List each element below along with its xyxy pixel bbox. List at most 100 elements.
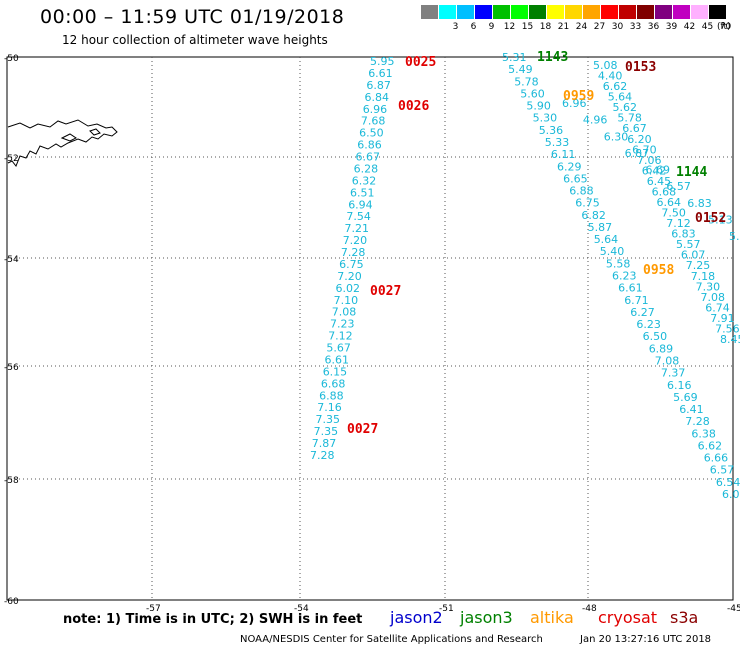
pass-time-label: 0027 — [370, 284, 401, 299]
swh-value-track-c: 6.83 — [671, 228, 696, 241]
swh-value-track-b: 5.31 — [502, 51, 527, 64]
legend-label: 18 — [539, 22, 552, 32]
swh-value-track-b: 6.82 — [581, 209, 606, 222]
swh-value-track-a: 6.51 — [350, 186, 375, 199]
legend-swatch — [529, 5, 546, 19]
map-subtitle: 12 hour collection of altimeter wave hei… — [62, 33, 328, 47]
swh-value-track-c: 6.68 — [652, 186, 677, 199]
swh-value-track-c: 7.50 — [661, 207, 686, 220]
latitude-tick-label: -58 — [4, 476, 19, 486]
legend-swatch — [709, 5, 726, 19]
legend-label: 36 — [647, 22, 660, 32]
swh-value-track-d: 6.96 — [562, 97, 587, 110]
swh-value-track-a: 6.96 — [363, 103, 388, 116]
legend-swatch — [457, 5, 474, 19]
graticule — [7, 57, 733, 600]
map-title: 00:00 – 11:59 UTC 01/19/2018 — [40, 6, 345, 28]
swh-value-track-c: 5.08 — [593, 59, 618, 72]
swh-value-track-a: 7.20 — [343, 234, 368, 247]
swh-value-track-b: 5.58 — [606, 257, 631, 270]
swh-value-track-b: 5.64 — [594, 233, 619, 246]
swh-value-track-b: 6.54 — [716, 476, 740, 489]
swh-value-track-d: 4.96 — [583, 114, 608, 127]
swh-value-track-d: 6.57 — [666, 180, 691, 193]
swh-value-track-b: 6.23 — [636, 318, 661, 331]
swh-value-track-a: 6.86 — [357, 139, 382, 152]
legend-swatch — [475, 5, 492, 19]
swh-value-track-c: 6.67 — [622, 122, 647, 135]
swh-value-track-b: 6.16 — [667, 379, 692, 392]
legend-label: 21 — [557, 22, 570, 32]
legend-swatch — [421, 5, 438, 19]
pass-time-labels: 0025 0026 0027 0027 1143 0153 0959 1144 0152 0958 — [347, 50, 726, 437]
swh-value-track-a: 7.35 — [314, 425, 339, 438]
swh-value-track-c: 5.57 — [676, 238, 701, 251]
legend-swatch — [637, 5, 654, 19]
legend-label: 42 — [683, 22, 696, 32]
swh-value-track-a: 7.10 — [334, 294, 359, 307]
swh-value-track-a: 5.95 — [370, 55, 395, 68]
swh-value-track-c: 5.62 — [613, 101, 638, 114]
pass-time-label: 0959 — [563, 89, 594, 104]
swh-value-track-b: 6.75 — [575, 197, 600, 210]
swh-value-track-b: 5.90 — [526, 100, 551, 113]
longitude-tick-label: -51 — [439, 604, 454, 614]
legend-label: 9 — [488, 22, 495, 32]
swh-value-track-c: 6.70 — [632, 143, 657, 156]
swh-value-track-d: 6.69 — [646, 164, 671, 177]
latitude-tick-label: -52 — [4, 154, 19, 164]
legend-swatch — [691, 5, 708, 19]
swh-value-track-c: 7.12 — [666, 217, 691, 230]
swh-value-track-b: 6.62 — [698, 439, 723, 452]
swh-value-track-b: 5.78 — [514, 75, 539, 88]
legend-label: 6 — [470, 22, 477, 32]
swh-value-track-c: 7.91 — [710, 312, 735, 325]
mission-label: s3a — [670, 608, 699, 627]
longitude-tick-label: -48 — [582, 604, 597, 614]
latitude-tick-label: -50 — [4, 54, 19, 64]
swh-value-track-a: 6.61 — [325, 354, 350, 367]
swh-value-track-b: 6.61 — [618, 282, 643, 295]
latitude-tick-label: -60 — [4, 597, 19, 607]
swh-tracks: 5.956.616.876.846.967.686.506.866.676.28… — [310, 51, 740, 501]
swh-value-track-b: 5.30 — [533, 112, 558, 125]
swh-value-track-d: 6.83 — [687, 197, 712, 210]
swh-value-track-a: 5.67 — [326, 342, 351, 355]
legend-swatch — [619, 5, 636, 19]
swh-value-track-a: 7.35 — [316, 413, 341, 426]
swh-value-track-d: 6.87 — [625, 147, 650, 160]
swh-value-track-a: 7.12 — [328, 330, 353, 343]
credit-line: NOAA/NESDIS Center for Satellite Applica… — [240, 634, 543, 645]
swh-value-track-c: 4.40 — [598, 70, 623, 83]
swh-value-track-b: 5.33 — [545, 136, 570, 149]
swh-value-track-b: 5.36 — [539, 124, 564, 137]
swh-value-track-d: 5.3 — [729, 230, 740, 243]
swh-value-track-a: 7.23 — [330, 318, 355, 331]
pass-time-label: 0958 — [643, 263, 674, 278]
swh-value-track-b: 6.29 — [557, 160, 582, 173]
legend-swatch — [565, 5, 582, 19]
swh-value-track-b: 7.08 — [655, 355, 680, 368]
swh-value-track-b: 6.65 — [563, 172, 588, 185]
legend-label: 33 — [629, 22, 642, 32]
swh-value-track-c: 5.64 — [608, 91, 633, 104]
legend-swatch — [493, 5, 510, 19]
falkland-islands-coastline — [7, 119, 118, 167]
swh-value-track-a: 7.21 — [345, 222, 370, 235]
swh-value-track-b: 6.38 — [691, 427, 716, 440]
swh-value-track-c: 7.18 — [691, 270, 716, 283]
swh-value-track-b: 5.69 — [673, 391, 698, 404]
swh-value-track-d: 5.13 — [708, 213, 733, 226]
map-frame — [6, 56, 734, 601]
longitude-tick-label: -45 — [727, 604, 740, 614]
swh-value-track-c: 7.56 — [715, 323, 740, 336]
legend-label: 27 — [593, 22, 606, 32]
swh-value-track-c: 6.07 — [681, 249, 706, 262]
swh-value-track-b: 5.60 — [520, 87, 545, 100]
swh-value-track-b: 6.88 — [569, 185, 594, 198]
swh-value-track-a: 6.94 — [348, 198, 373, 211]
legend-label: 39 — [665, 22, 678, 32]
swh-value-track-a: 6.67 — [356, 151, 381, 164]
pass-time-label: 1143 — [537, 50, 568, 65]
swh-value-track-a: 7.28 — [310, 449, 335, 462]
